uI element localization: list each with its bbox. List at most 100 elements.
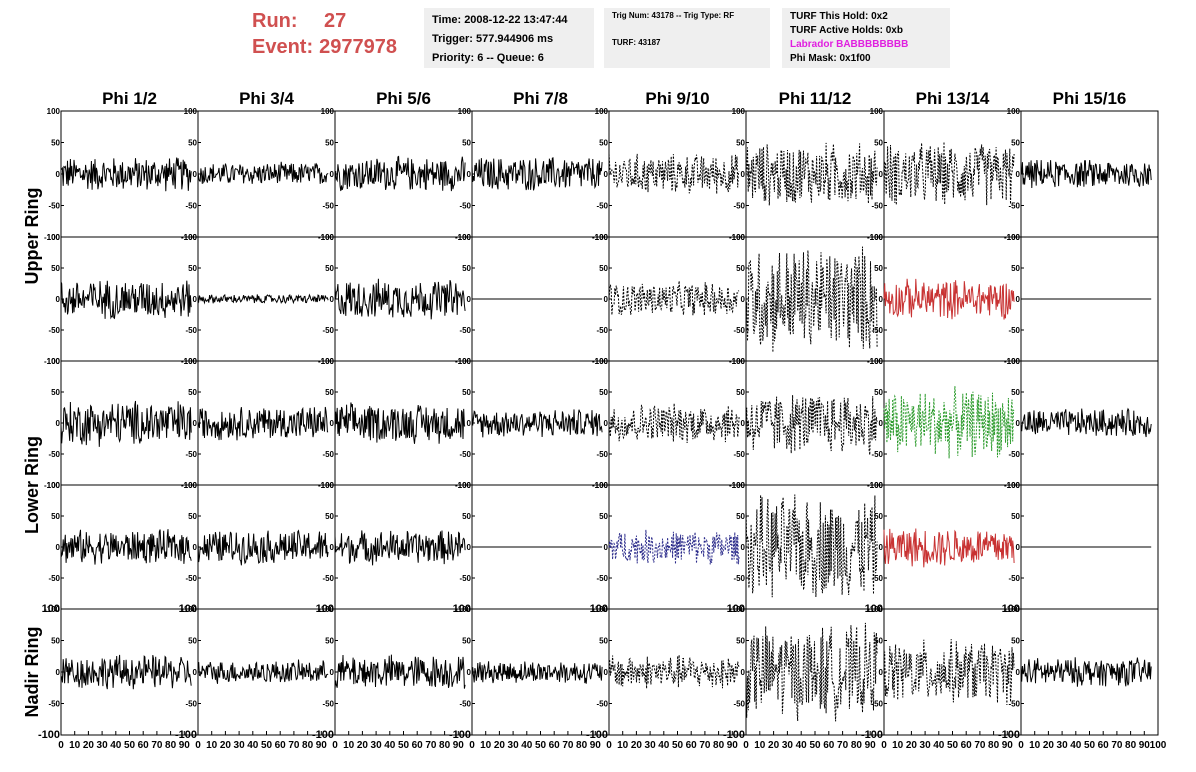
y-tick-label: 0 [879,295,884,304]
y-tick-label: -100 [723,729,745,741]
turf-text: TURF: 43187 [612,38,661,47]
waveform-trace [334,278,466,320]
waveform-trace [471,661,603,684]
y-tick-label: -100 [38,729,60,741]
x-tick-label: 70 [974,740,986,751]
y-tick-label: -50 [596,202,608,211]
y-tick-label: 0 [330,295,335,304]
y-tick-label: 0 [56,668,61,677]
y-tick-label: -100 [175,729,197,741]
y-tick-label: 100 [453,603,471,615]
x-tick-label: 0 [881,740,887,751]
y-tick-label: 100 [732,357,746,366]
waveform-trace [197,659,329,684]
y-tick-label: 100 [184,107,198,116]
y-tick-label: 100 [179,603,197,615]
y-tick-label: 0 [56,543,61,552]
y-tick-label: 50 [188,264,197,273]
y-tick-label: 50 [874,264,883,273]
y-tick-label: -50 [596,450,608,459]
y-tick-label: 100 [1007,233,1021,242]
x-tick-label: 80 [988,740,1000,751]
waveform-trace [608,280,740,316]
x-tick-label: 0 [606,740,612,751]
x-tick-label: 10 [892,740,904,751]
waveform-trace [745,622,878,722]
y-tick-label: 100 [870,481,884,490]
x-tick-label: 80 [302,740,314,751]
x-tick-label: 50 [1084,740,1096,751]
y-tick-label: 0 [330,668,335,677]
x-tick-label: 40 [521,740,533,751]
y-tick-label: -50 [185,574,197,583]
y-tick-label: 50 [462,388,471,397]
y-tick-label: 0 [1016,295,1021,304]
x-tick-label: 90 [727,740,739,751]
trig-num-text: Trig Num: 43178 -- Trig Type: RF [612,11,735,20]
y-tick-label: 50 [462,512,471,521]
x-tick-label: 60 [823,740,835,751]
y-tick-label: 50 [874,388,883,397]
waveform-trace [197,161,329,184]
y-tick-label: 100 [732,233,746,242]
x-tick-label: 60 [138,740,150,751]
y-tick-label: 50 [188,139,197,148]
time-info-box: Time: 2008-12-22 13:47:44 Trigger: 577.9… [424,8,594,68]
y-tick-label: 50 [462,139,471,148]
waveform-trace [334,155,466,192]
y-tick-label: 0 [1016,668,1021,677]
x-tick-label: 70 [699,740,711,751]
x-tick-label: 90 [590,740,602,751]
y-tick-label: -50 [185,450,197,459]
waveform-trace [745,246,878,353]
waveform-trace [471,409,603,438]
waveform-trace [197,293,329,305]
y-tick-label: 50 [325,139,334,148]
waveform-trace [883,141,1015,206]
x-tick-label: 80 [439,740,451,751]
run-value: 27 [324,10,347,32]
y-tick-label: 100 [47,357,61,366]
waveform-trace [60,654,192,690]
y-tick-label: -50 [733,574,745,583]
x-tick-label: 60 [275,740,287,751]
y-tick-label: 100 [321,481,335,490]
x-tick-label: 10 [617,740,629,751]
y-tick-label: 0 [741,543,746,552]
time-text: Time: 2008-12-22 13:47:44 [432,14,568,26]
y-tick-label: 100 [595,233,609,242]
column-header: Phi 9/10 [645,89,709,108]
y-tick-label: 100 [42,603,60,615]
x-tick-label: 60 [549,740,561,751]
y-tick-label: 0 [604,419,609,428]
turf-this-hold-text: TURF This Hold: 0x2 [790,11,888,22]
waveform-trace [334,654,466,689]
y-tick-label: 50 [874,512,883,521]
y-tick-label: 100 [865,603,883,615]
y-tick-label: 50 [51,264,60,273]
waveform-trace [608,529,740,565]
waveform-trace [60,280,192,320]
y-tick-label: 0 [467,170,472,179]
x-tick-label: 10 [754,740,766,751]
x-tick-label: 20 [83,740,95,751]
y-tick-label: 50 [325,512,334,521]
y-tick-label: 0 [56,170,61,179]
x-tick-label: 40 [933,740,945,751]
waveform-trace [745,142,878,206]
y-tick-label: 100 [595,357,609,366]
y-tick-label: 0 [467,668,472,677]
x-tick-label: 30 [371,740,383,751]
y-tick-label: -50 [871,202,883,211]
x-tick-label: 20 [357,740,369,751]
y-tick-label: 50 [736,388,745,397]
x-tick-label: 30 [234,740,246,751]
x-tick-label: 10 [69,740,81,751]
y-tick-label: -100 [586,729,608,741]
x-tick-label: 20 [220,740,232,751]
y-tick-label: -50 [322,202,334,211]
y-tick-label: 50 [51,512,60,521]
waveform-trace [608,654,740,689]
y-tick-label: -100 [44,357,61,366]
y-tick-label: 100 [732,481,746,490]
